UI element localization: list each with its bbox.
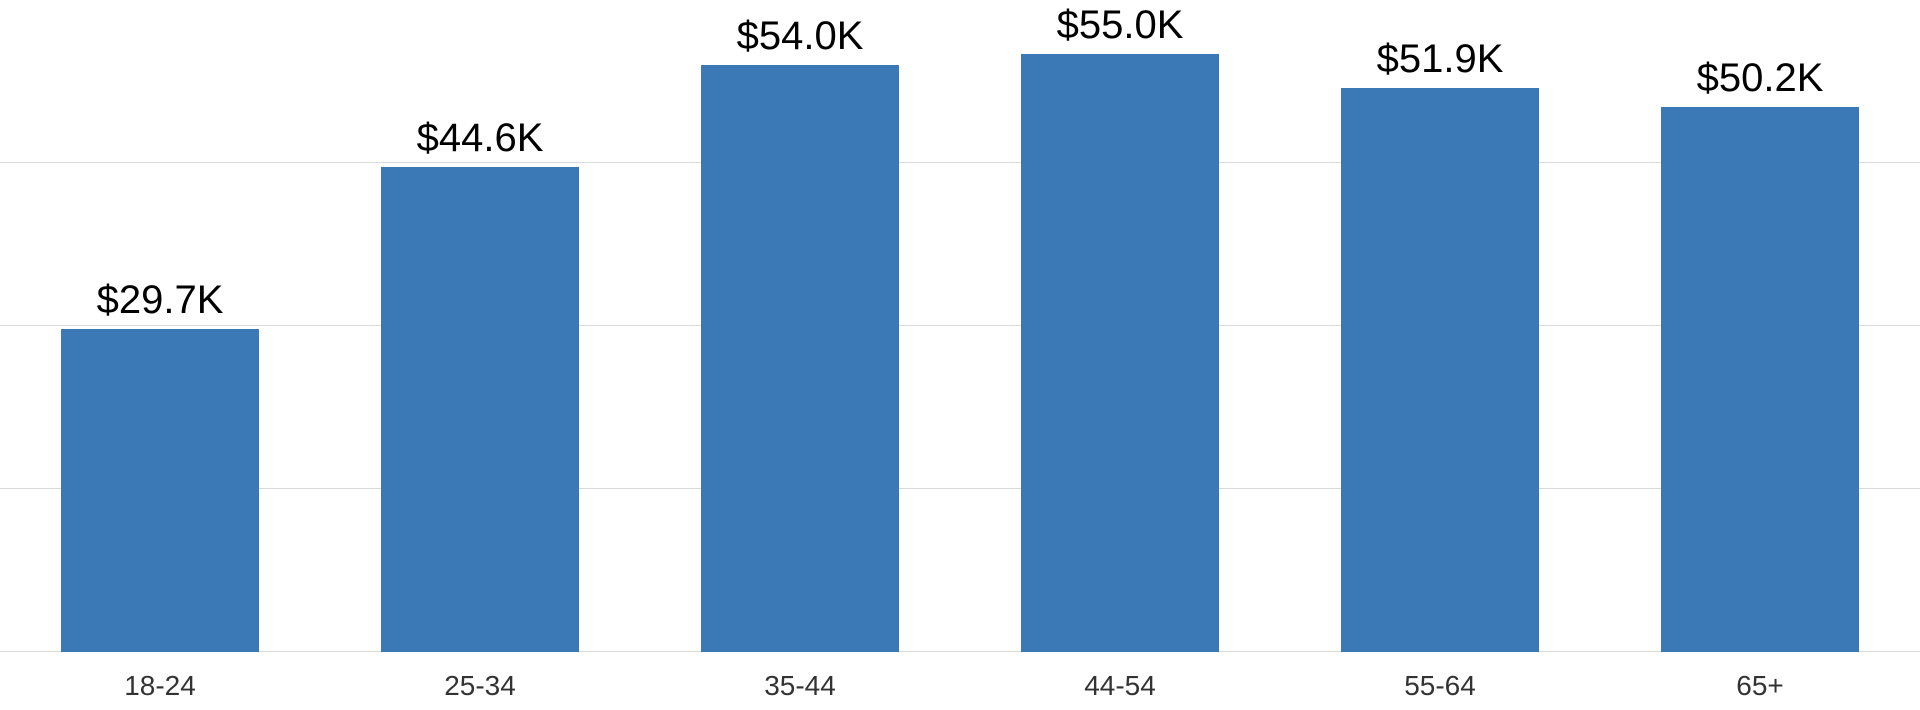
bar	[1021, 54, 1219, 652]
bar-slot: $54.0K	[640, 0, 960, 652]
bar-value-label: $54.0K	[640, 14, 960, 59]
bar	[381, 167, 579, 652]
bar-chart: $29.7K $44.6K $54.0K$55.0K$51.9K$50.2K 18-…	[0, 0, 1920, 710]
bar-value-label: $44.6K	[320, 116, 640, 161]
bar-value-label: $51.9K	[1280, 37, 1600, 82]
bar	[1661, 107, 1859, 653]
bar	[701, 65, 899, 652]
bar-value-label: $55.0K	[960, 3, 1280, 48]
x-tick-label: 65+	[1600, 670, 1920, 702]
plot-area: $29.7K $44.6K $54.0K$55.0K$51.9K$50.2K	[0, 0, 1920, 652]
x-tick-label: 35-44	[640, 670, 960, 702]
bar-slot: $55.0K	[960, 0, 1280, 652]
bars-container: $29.7K $44.6K $54.0K$55.0K$51.9K$50.2K	[0, 0, 1920, 652]
bar	[1341, 88, 1539, 652]
bar-slot: $50.2K	[1600, 0, 1920, 652]
bar-slot: $44.6K	[320, 0, 640, 652]
x-tick-label: 25-34	[320, 670, 640, 702]
x-tick-label: 18-24	[0, 670, 320, 702]
bar-slot: $51.9K	[1280, 0, 1600, 652]
bar-value-label: $50.2K	[1600, 56, 1920, 101]
bar-slot: $29.7K	[0, 0, 320, 652]
x-tick-label: 55-64	[1280, 670, 1600, 702]
x-tick-label: 44-54	[960, 670, 1280, 702]
bar	[61, 329, 259, 652]
bar-value-label: $29.7K	[0, 278, 320, 323]
